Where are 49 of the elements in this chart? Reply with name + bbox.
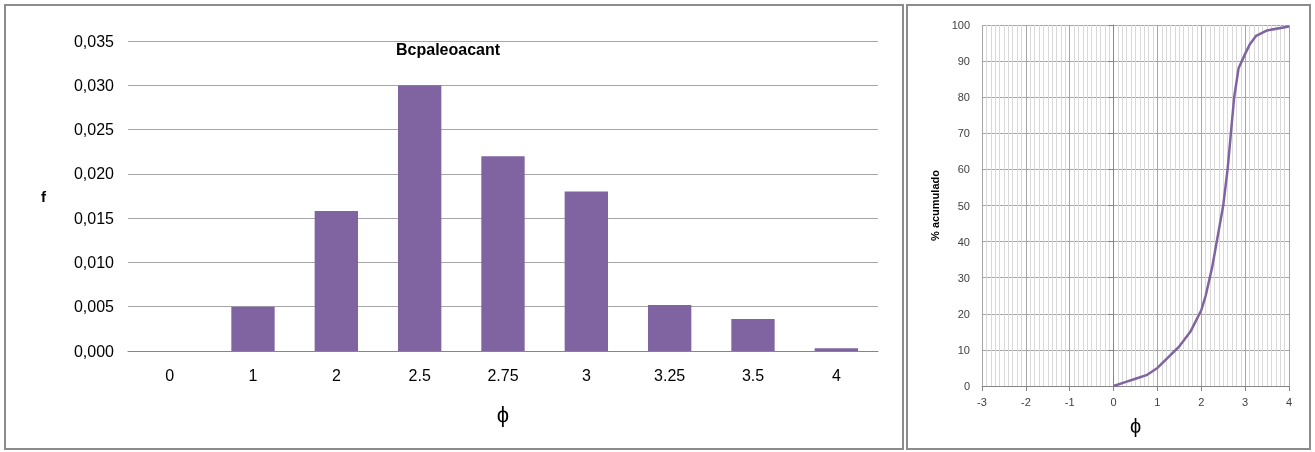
y-tick-label: 80 bbox=[957, 91, 970, 104]
x-tick-label: 0 bbox=[1110, 395, 1117, 408]
y-tick-label: 0,030 bbox=[73, 76, 115, 94]
x-tick-label: 4 bbox=[831, 366, 841, 384]
y-tick-label: 30 bbox=[957, 271, 970, 284]
y-tick-label: 40 bbox=[957, 235, 970, 248]
x-tick-label: 3.5 bbox=[741, 366, 765, 384]
bar bbox=[481, 156, 525, 351]
bar bbox=[398, 85, 442, 351]
y-tick-label: 60 bbox=[957, 163, 970, 176]
x-tick-label: 1 bbox=[248, 366, 258, 384]
bar bbox=[564, 191, 608, 351]
bar bbox=[731, 319, 775, 351]
y-tick-label: 0,035 bbox=[73, 32, 115, 50]
y-tick-label: 70 bbox=[957, 127, 970, 140]
y-tick-label: 0,015 bbox=[73, 209, 115, 227]
bar bbox=[231, 306, 275, 351]
x-axis-title: ϕ bbox=[496, 401, 510, 427]
x-tick-label: -2 bbox=[1020, 395, 1031, 408]
bar bbox=[814, 348, 858, 351]
x-tick-label: 4 bbox=[1285, 395, 1293, 408]
y-tick-label: 10 bbox=[957, 343, 970, 356]
x-tick-label: -1 bbox=[1064, 395, 1075, 408]
y-tick-label: 0,010 bbox=[73, 253, 115, 271]
x-tick-label: 2.5 bbox=[408, 366, 431, 384]
x-tick-label: 3.25 bbox=[654, 366, 686, 384]
x-tick-label: 3 bbox=[1242, 395, 1249, 408]
y-tick-label: 100 bbox=[951, 19, 970, 31]
bar bbox=[314, 211, 358, 351]
x-tick-label: 2.75 bbox=[487, 366, 519, 384]
bar bbox=[648, 304, 692, 351]
y-axis-title: % acumulado bbox=[929, 169, 942, 241]
y-axis-title: f bbox=[41, 187, 47, 205]
x-axis-title: ϕ bbox=[1129, 415, 1142, 437]
x-tick-label: 3 bbox=[581, 366, 591, 384]
y-tick-label: 20 bbox=[957, 307, 970, 320]
y-tick-label: 0,005 bbox=[73, 298, 115, 316]
y-tick-label: 0 bbox=[963, 380, 970, 392]
y-tick-label: 0,020 bbox=[73, 165, 115, 183]
x-tick-label: 1 bbox=[1154, 395, 1161, 408]
x-tick-label: 2 bbox=[1198, 395, 1205, 408]
chart-title: Bcpaleoacant bbox=[396, 40, 501, 58]
x-tick-label: -3 bbox=[977, 395, 987, 408]
y-tick-label: 90 bbox=[957, 55, 970, 68]
x-tick-label: 2 bbox=[331, 366, 341, 384]
y-tick-label: 0,025 bbox=[73, 121, 115, 139]
y-tick-label: 0,000 bbox=[73, 342, 115, 360]
y-tick-label: 50 bbox=[957, 199, 970, 212]
x-tick-label: 0 bbox=[165, 366, 175, 384]
